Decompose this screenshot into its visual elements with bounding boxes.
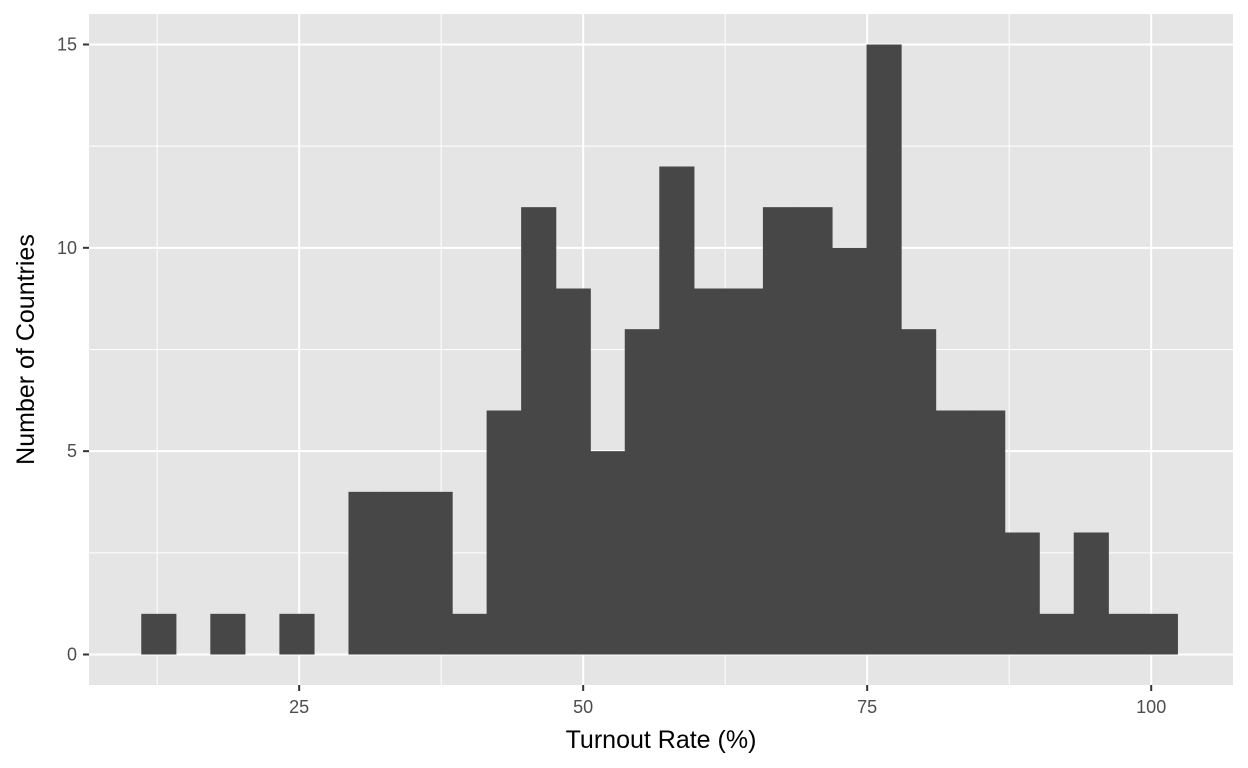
x-axis: 25 50 75 100: [289, 685, 1166, 717]
histogram-bar: [866, 44, 902, 655]
x-axis-title: Turnout Rate (%): [566, 726, 757, 754]
histogram-bar: [901, 329, 937, 655]
histogram-bar: [210, 613, 246, 655]
y-tick-label: 10: [57, 238, 77, 258]
histogram-bar: [486, 410, 522, 655]
histogram-bar: [521, 207, 557, 655]
histogram-bar: [590, 451, 626, 655]
y-tick-label: 15: [57, 35, 77, 55]
histogram-bar: [452, 613, 488, 655]
histogram-bar: [1108, 613, 1144, 655]
histogram-bar: [797, 207, 833, 655]
histogram-bar: [1039, 613, 1075, 655]
histogram-bar: [279, 613, 315, 655]
x-tick-label: 75: [857, 697, 877, 717]
histogram-bar: [693, 288, 729, 655]
histogram-bar: [624, 329, 660, 655]
histogram-bar: [970, 410, 1006, 655]
histogram-bar: [659, 166, 695, 655]
y-axis: 0 5 10 15: [57, 35, 89, 665]
y-tick-label: 0: [67, 645, 77, 665]
x-tick-label: 25: [289, 697, 309, 717]
y-axis-title: Number of Countries: [12, 234, 40, 465]
histogram-bar: [555, 288, 591, 655]
bars: [141, 44, 1178, 655]
histogram-bar: [1004, 532, 1040, 655]
histogram-bar: [762, 207, 799, 655]
histogram-bar: [1073, 532, 1109, 655]
histogram-bar: [348, 491, 384, 655]
histogram-bar: [728, 288, 764, 655]
histogram-bar: [383, 491, 419, 655]
histogram-bar: [831, 247, 868, 655]
x-tick-label: 100: [1136, 697, 1166, 717]
histogram-bar: [141, 613, 177, 655]
histogram-bar: [1142, 613, 1178, 655]
y-tick-label: 5: [67, 441, 77, 461]
histogram-bar: [935, 410, 971, 655]
x-tick-label: 50: [573, 697, 593, 717]
histogram-bar: [417, 491, 453, 655]
